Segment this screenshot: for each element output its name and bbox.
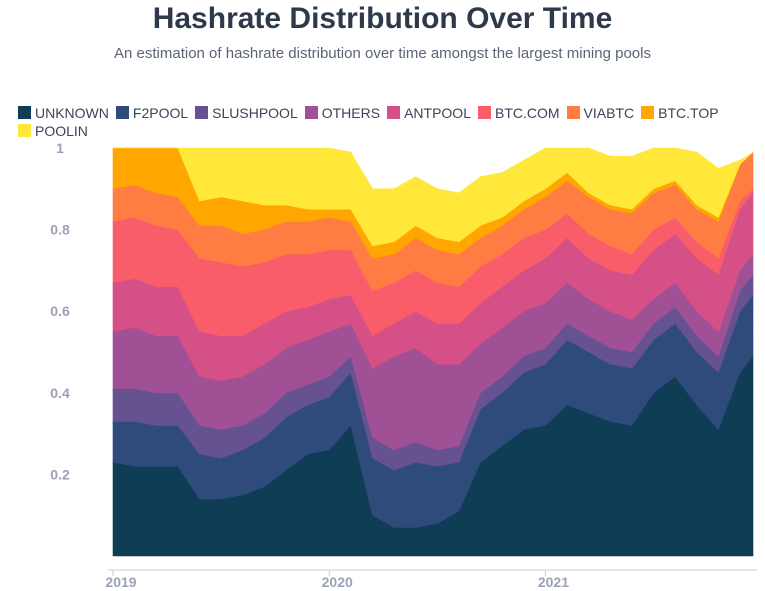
chart-title: Hashrate Distribution Over Time <box>152 2 613 35</box>
legend-label: SLUSHPOOL <box>212 105 298 121</box>
legend-swatch <box>115 106 129 119</box>
legend-label: BTC.COM <box>494 105 560 121</box>
legend-swatch <box>566 106 580 119</box>
legend-swatch <box>641 106 655 119</box>
legend-label: UNKNOWN <box>35 105 109 121</box>
legend-item-others[interactable]: OTHERS <box>304 104 381 122</box>
legend-label: OTHERS <box>321 105 381 121</box>
legend-label: ANTPOOL <box>404 105 471 121</box>
chart-subtitle: An estimation of hashrate distribution o… <box>114 45 651 62</box>
y-tick-label: 0.2 <box>50 466 70 482</box>
legend-swatch <box>18 106 31 119</box>
legend-label: POOLIN <box>35 123 88 139</box>
legend-item-slushpool[interactable]: SLUSHPOOL <box>195 104 298 122</box>
y-tick-label: 0.8 <box>50 222 70 238</box>
x-axis: 2019 2020 2021 <box>105 570 569 590</box>
area-poolin[interactable] <box>113 147 754 247</box>
legend-item-viabtc[interactable]: VIABTC <box>566 104 635 122</box>
legend-swatch <box>387 106 401 119</box>
legend-swatch <box>195 106 209 119</box>
y-tick-label: 0.4 <box>50 385 70 401</box>
y-tick-label: 0.6 <box>50 303 70 319</box>
legend-item-btc-top[interactable]: BTC.TOP <box>641 104 719 122</box>
legend-label: VIABTC <box>583 105 635 121</box>
legend-item-btc-com[interactable]: BTC.COM <box>477 104 560 122</box>
legend-item-f2pool[interactable]: F2POOL <box>115 104 189 122</box>
x-tick-label: 2019 <box>105 574 136 590</box>
legend-label: BTC.TOP <box>658 105 719 121</box>
legend-item-antpool[interactable]: ANTPOOL <box>387 104 471 122</box>
y-axis: 0.2 0.4 0.6 0.8 1 <box>50 140 70 482</box>
legend-label: F2POOL <box>132 105 189 121</box>
legend-swatch <box>18 124 31 137</box>
legend-item-unknown[interactable]: UNKNOWN <box>18 104 109 122</box>
x-tick-label: 2021 <box>538 574 569 590</box>
legend-swatch <box>304 106 318 119</box>
x-tick-label: 2020 <box>322 574 353 590</box>
legend-item-poolin[interactable]: POOLIN <box>18 122 88 140</box>
chart-legend: UNKNOWN F2POOL SLUSHPOOL OTHERS ANTPOOL BTC.C… <box>18 104 758 140</box>
legend-swatch <box>477 106 491 119</box>
stacked-areas <box>112 147 754 557</box>
y-tick-label: 1 <box>56 140 64 156</box>
